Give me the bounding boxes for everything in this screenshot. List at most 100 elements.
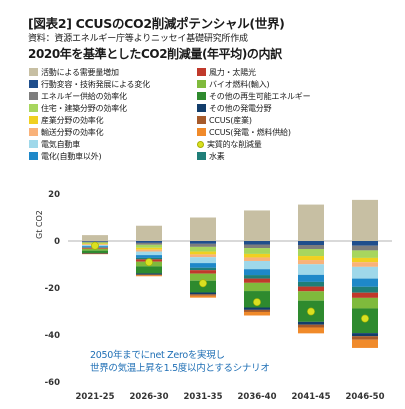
legend-label: エネルギー供給の効率化: [41, 92, 127, 101]
bar-segment: [136, 251, 162, 256]
bar-segment: [190, 243, 216, 247]
bar-segment: [352, 262, 378, 267]
bar-segment: [190, 267, 216, 271]
bar-segment: [136, 255, 162, 258]
bar-segment: [244, 244, 270, 249]
legend-label: CCUS(発電・燃料供給): [209, 128, 291, 137]
bar-segment: [298, 256, 324, 261]
legend-item: その他の再生可能エネルギー: [197, 91, 311, 102]
legend-item: その他の発電分野: [197, 103, 272, 114]
bar-segment: [136, 241, 162, 243]
legend-label: 電気自動車: [41, 140, 80, 149]
bar-segment: [352, 286, 378, 293]
legend-item: 電化(自動車以外): [29, 151, 102, 162]
legend-dot-marker: [197, 141, 204, 148]
bar-segment: [352, 278, 378, 287]
bar-segment: [352, 292, 378, 298]
bar-segment: [298, 286, 324, 292]
legend-label: 産業分野の効率化: [41, 116, 104, 125]
bar-segment: [352, 297, 378, 309]
bar-segment: [298, 264, 324, 275]
legend-swatch: [197, 104, 206, 112]
bar-segment: [298, 327, 324, 334]
bar-segment: [136, 273, 162, 275]
bar-segment: [136, 274, 162, 276]
legend-item: 水素: [197, 151, 225, 162]
bar-segment: [298, 241, 324, 245]
bar-segment: [352, 333, 378, 337]
legend-swatch: [197, 92, 206, 100]
bar-segment: [298, 260, 324, 265]
bar-segment: [136, 242, 162, 245]
x-tick-label: 2031-35: [183, 392, 222, 402]
legend-label: CCUS(産業): [209, 116, 252, 125]
bar-segment: [244, 210, 270, 241]
bar-segment: [352, 245, 378, 251]
bar-segment: [244, 257, 270, 261]
legend-swatch: [29, 104, 38, 112]
bar-segment: [136, 266, 162, 274]
bar-segment: [352, 241, 378, 246]
bar-segment: [190, 292, 216, 295]
bar-segment: [190, 273, 216, 281]
net-reduction-dot: [361, 314, 369, 323]
bar-segment: [82, 241, 108, 242]
legend-item: 実質的な削減量: [197, 139, 262, 150]
legend-swatch: [29, 152, 38, 160]
legend-swatch: [29, 140, 38, 148]
bar-segment: [244, 248, 270, 254]
legend-label: 実質的な削減量: [207, 140, 262, 149]
legend-item: 住宅・建築分野の効率化: [29, 103, 127, 114]
bar-segment: [190, 241, 216, 244]
legend-label: 電化(自動車以外): [41, 152, 102, 161]
x-tick-label: 2026-30: [129, 392, 168, 402]
bar-segment: [190, 295, 216, 298]
legend-label: 活動による需要量増加: [41, 68, 119, 77]
legend-item: バイオ燃料(輸入): [197, 79, 270, 90]
x-tick-label: 2041-45: [291, 392, 330, 402]
bar-segment: [190, 254, 216, 258]
legend-swatch: [29, 92, 38, 100]
legend-label: 行動変容・技術発展による変化: [41, 80, 150, 89]
bar-segment: [190, 270, 216, 274]
legend-label: その他の再生可能エネルギー: [209, 92, 311, 101]
bar-segment: [190, 263, 216, 268]
bar-segment: [352, 266, 378, 279]
bar-segment: [136, 275, 162, 277]
x-tick-label: 2021-25: [75, 392, 114, 402]
legend-swatch: [197, 152, 206, 160]
bar-segment: [298, 281, 324, 287]
legend-item: 風力・太陽光: [197, 67, 256, 78]
x-tick-label: 2046-50: [345, 392, 384, 402]
chart-title: [図表2] CCUSのCO2削減ポテンシャル(世界): [28, 16, 285, 31]
legend-swatch: [197, 68, 206, 76]
bar-segment: [298, 274, 324, 282]
bar-segment: [190, 251, 216, 255]
bar-segment: [244, 309, 270, 312]
bar-segment: [82, 253, 108, 255]
y-axis-label: Gt CO2: [35, 210, 44, 239]
bar-segment: [352, 336, 378, 340]
y-tick-label: 0: [54, 237, 60, 247]
legend-swatch: [29, 68, 38, 76]
legend-swatch: [197, 80, 206, 88]
bar-segment: [244, 253, 270, 258]
y-tick-label: -40: [45, 331, 60, 341]
legend-label: バイオ燃料(輸入): [209, 80, 270, 89]
legend-swatch: [197, 128, 206, 136]
bar-segment: [190, 257, 216, 264]
y-tick-label: -20: [45, 284, 60, 294]
bar-segment: [190, 294, 216, 296]
bar-segment: [298, 244, 324, 249]
legend-label: 輸送分野の効率化: [41, 128, 104, 137]
legend-item: 輸送分野の効率化: [29, 127, 104, 138]
net-reduction-dot: [145, 258, 153, 267]
bar-segment: [244, 278, 270, 283]
bar-segment: [244, 260, 270, 270]
bar-segment: [136, 244, 162, 248]
legend-swatch: [29, 116, 38, 124]
bar-segment: [136, 225, 162, 241]
legend-label: 住宅・建築分野の効率化: [41, 104, 127, 113]
